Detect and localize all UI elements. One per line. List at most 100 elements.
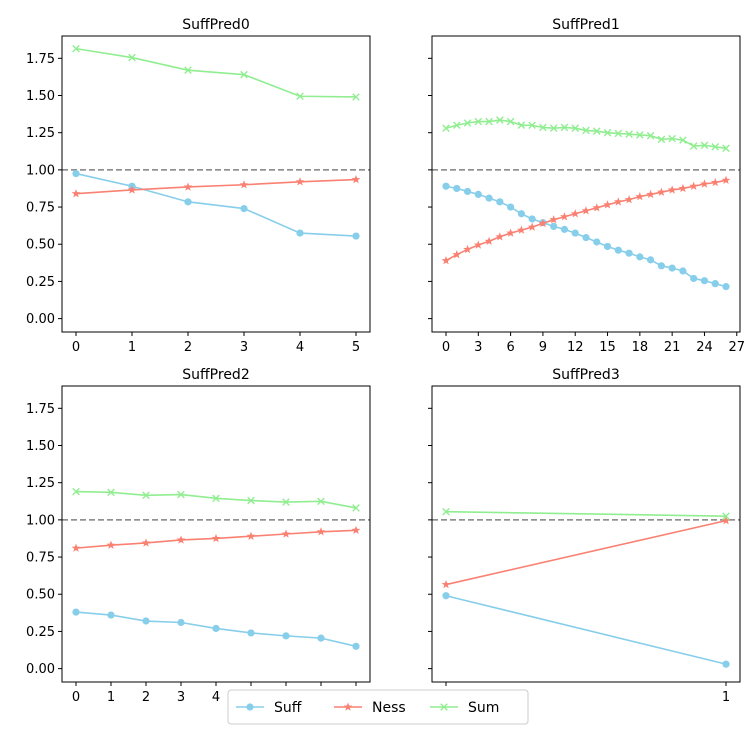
data-point xyxy=(624,195,634,204)
data-point xyxy=(570,209,580,218)
data-point xyxy=(452,250,462,259)
x-tick-label: 21 xyxy=(664,340,681,355)
legend-marker xyxy=(343,702,353,711)
data-point xyxy=(603,242,612,251)
legend-item-sum: Sum xyxy=(430,700,499,716)
data-point xyxy=(474,117,483,126)
x-tick-label: 6 xyxy=(506,340,514,355)
panel-suffpred0: SuffPred0 0.00 0.25 0.50 0.75 1.00 1.25 1.50 1.7… xyxy=(26,17,371,355)
legend-item-ness: Ness xyxy=(334,700,406,716)
series-ness xyxy=(71,525,361,552)
data-point xyxy=(657,262,665,270)
y-tick-label: 1.50 xyxy=(26,89,55,104)
series-line xyxy=(75,47,357,98)
plot-frame xyxy=(431,385,741,683)
data-point xyxy=(142,491,150,500)
data-point xyxy=(527,222,537,231)
data-point xyxy=(571,124,580,133)
data-point xyxy=(141,538,151,547)
data-point xyxy=(71,543,81,552)
data-point xyxy=(352,504,360,512)
y-tick-label: 1.00 xyxy=(26,163,55,178)
data-point xyxy=(657,135,666,144)
x-tick-label: 2 xyxy=(184,340,192,355)
data-point xyxy=(247,496,255,505)
x-tick-label: 9 xyxy=(539,340,547,355)
panel-title: SuffPred2 xyxy=(182,367,249,383)
panel-suffpred1: SuffPred1 0 3 6 9 12 15 18 21 24 27 xyxy=(428,17,745,355)
data-point xyxy=(72,608,80,616)
x-tick-label: 12 xyxy=(567,340,584,355)
data-point xyxy=(528,121,536,130)
data-point xyxy=(592,127,601,135)
data-point xyxy=(351,174,361,184)
x-tick-label: 4 xyxy=(212,690,220,705)
data-point xyxy=(184,66,192,75)
data-point xyxy=(442,592,450,600)
data-point xyxy=(668,134,676,143)
data-point xyxy=(689,181,699,190)
data-point xyxy=(700,277,709,285)
y-tick-label: 1.75 xyxy=(26,52,55,67)
data-point xyxy=(613,197,623,206)
data-point xyxy=(212,494,220,503)
x-tick-label: 1 xyxy=(107,690,115,705)
data-point xyxy=(496,116,504,124)
data-point xyxy=(667,185,677,194)
data-point xyxy=(296,229,304,237)
y-tick-label: 0.75 xyxy=(26,201,55,216)
data-point xyxy=(184,198,192,206)
data-point xyxy=(72,44,80,53)
series-sum xyxy=(442,507,730,520)
series-suff xyxy=(72,608,360,650)
data-point xyxy=(473,240,483,249)
data-point xyxy=(582,126,590,135)
data-point xyxy=(441,256,451,265)
data-point xyxy=(711,143,720,151)
data-point xyxy=(128,53,136,62)
data-point xyxy=(571,229,579,237)
data-point xyxy=(517,121,526,130)
data-point xyxy=(72,487,80,496)
data-point xyxy=(700,179,709,188)
data-point xyxy=(317,634,325,642)
data-point xyxy=(679,136,687,144)
data-point xyxy=(247,629,255,637)
y-tick-label: 0.25 xyxy=(26,275,55,290)
x-tick-label: 3 xyxy=(240,340,248,355)
x-tick-label: 5 xyxy=(352,340,360,355)
plot-frame xyxy=(431,35,741,333)
series-ness xyxy=(71,174,361,198)
legend-label: Ness xyxy=(372,700,406,716)
data-point xyxy=(484,236,494,245)
y-tick-label: 0.75 xyxy=(26,551,55,566)
data-point xyxy=(317,497,325,506)
data-point xyxy=(647,256,655,264)
data-point xyxy=(441,579,451,589)
series-line xyxy=(445,519,727,586)
data-point xyxy=(295,177,305,186)
data-point xyxy=(538,218,548,228)
data-point xyxy=(453,184,461,193)
data-point xyxy=(452,121,461,130)
data-point xyxy=(668,264,676,272)
data-point xyxy=(550,222,558,230)
data-point xyxy=(679,267,687,275)
x-tick-label: 3 xyxy=(177,690,185,705)
data-point xyxy=(352,93,360,101)
data-point xyxy=(625,249,633,257)
series-sum xyxy=(72,487,360,512)
data-point xyxy=(646,189,655,199)
panel-title: SuffPred1 xyxy=(552,17,619,33)
data-point xyxy=(127,185,137,194)
panel-title: SuffPred0 xyxy=(182,17,249,33)
y-tick-label: 1.75 xyxy=(26,402,55,417)
data-point xyxy=(240,70,248,79)
y-tick-label: 0.25 xyxy=(26,625,55,640)
data-point xyxy=(246,531,256,540)
data-point xyxy=(239,180,249,189)
data-point xyxy=(442,182,450,190)
data-point xyxy=(506,228,515,237)
data-point xyxy=(722,283,730,291)
data-point xyxy=(281,529,291,538)
